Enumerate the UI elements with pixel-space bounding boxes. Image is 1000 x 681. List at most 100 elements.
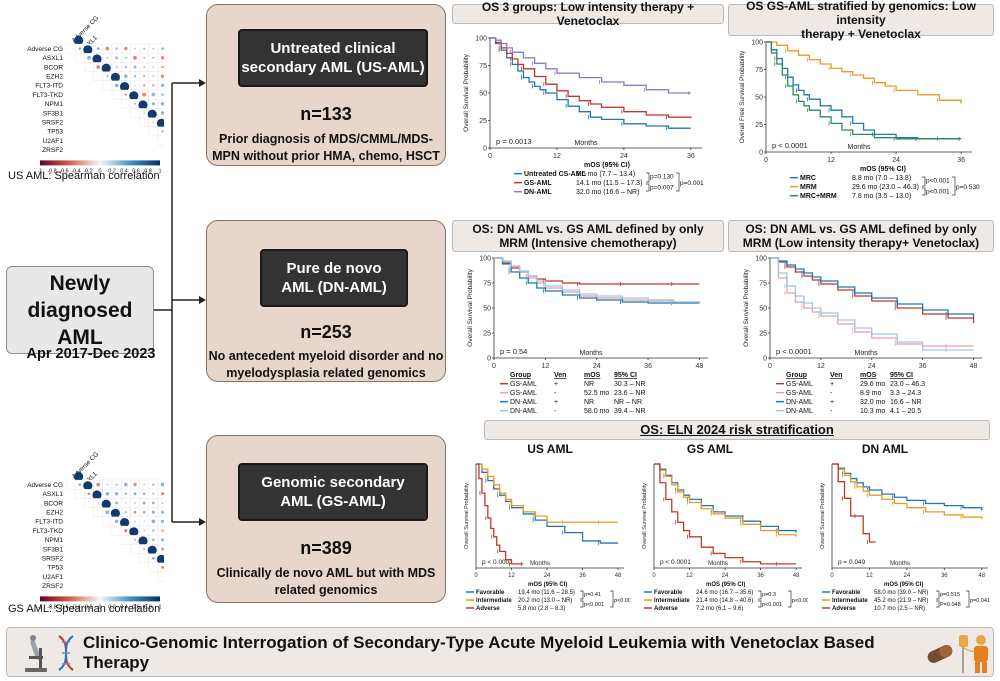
corr-row-label: SRSF2 <box>42 120 64 127</box>
corr-diagonal-dot <box>83 481 93 491</box>
corr-dot <box>96 65 101 69</box>
legend-ven: - <box>554 390 557 397</box>
y-tick-label: 25 <box>759 330 767 337</box>
y-tick-label: 0 <box>759 149 763 156</box>
corr-diagonal-dot <box>83 45 93 55</box>
corr-dot <box>134 520 136 523</box>
corr-dot <box>143 520 145 523</box>
group-name-gs-line2: AML (GS-AML) <box>280 493 386 510</box>
y-tick-label: 0 <box>487 355 491 362</box>
corr-dot <box>151 102 155 106</box>
group-n-gs-aml: n=389 <box>300 538 352 558</box>
p-value: p = 0.0013 <box>496 137 532 146</box>
legend-stat: 14.1 mo (11.5 – 17.3) <box>576 180 642 187</box>
x-tick-label: 36 <box>579 573 586 579</box>
legend-ven: + <box>554 399 558 406</box>
legend-stat: 32.0 mo (16.6 – NR) <box>576 189 639 196</box>
x-tick-label: 24 <box>892 157 900 164</box>
corr-dot <box>124 56 127 59</box>
bracket <box>936 590 940 600</box>
corr-row-label: EZH2 <box>46 74 63 81</box>
p-value: p < 0.0001 <box>776 347 812 356</box>
subtitle-gs-aml: GS AML <box>686 442 734 456</box>
pairwise-p: p=0.041 <box>970 598 990 604</box>
corr-scale-label: 0.8 <box>144 604 152 610</box>
corr-diagonal-dot <box>156 554 164 564</box>
corr-scale-label: 0.4 <box>120 168 128 174</box>
legend-mos: 8.9 mo <box>860 390 882 397</box>
table-header: mOS (95% CI) <box>860 166 906 173</box>
corr-diagonal-dot <box>74 472 84 482</box>
x-tick-label: 0 <box>764 157 768 164</box>
corr-dot <box>133 492 137 496</box>
y-axis-label: Overall Free Survival Probability <box>739 50 746 144</box>
y-axis-label: Overall Survival Probability <box>743 268 750 346</box>
corr-cell <box>157 135 164 146</box>
corr-dot <box>152 538 155 542</box>
legend-mos: 10.3 mo <box>860 408 885 415</box>
corr-dot <box>143 84 146 87</box>
x-tick-label: 0 <box>830 573 834 579</box>
x-tick-label: 12 <box>553 153 561 160</box>
group-desc-us-line1: Prior diagnosis of MDS/CMML/MDS- <box>219 132 433 146</box>
legend-name: MRC <box>800 175 816 182</box>
corr-dot <box>133 482 137 487</box>
corr-dot <box>142 492 146 496</box>
corr-dot <box>160 83 164 88</box>
corr-dot <box>161 547 164 551</box>
x-tick-label: 24 <box>904 573 911 579</box>
group-desc-gs-line1: Clinically de novo AML but with MDS <box>216 566 436 580</box>
corr-dot <box>161 502 164 504</box>
bracket <box>646 183 650 192</box>
corr-scale-label: 0 <box>99 168 102 174</box>
legend-stat: 7.8 mo (3.5 – 13.0) <box>852 193 911 200</box>
km-curve-gs-aml <box>490 37 692 119</box>
legend-ven: - <box>830 390 833 397</box>
x-axis-label: Months <box>580 350 603 357</box>
y-tick-label: 0 <box>483 145 487 152</box>
corr-dot <box>160 101 164 106</box>
pill-icon <box>927 645 953 663</box>
corr-dot <box>114 492 119 496</box>
patient-iv-icon <box>959 635 988 673</box>
km-curve-dn-aml <box>494 257 701 303</box>
corr-dot <box>161 130 164 133</box>
corr-row-label: EZH2 <box>46 510 63 517</box>
corr-dot <box>143 56 146 59</box>
bracket <box>758 590 762 600</box>
table-header: mOS (95% CI) <box>584 162 630 169</box>
p-value: p < 0.0001 <box>482 559 513 566</box>
group-desc-gs-aml: Clinically de novo AML but with MDS rela… <box>206 565 446 599</box>
subtitle-dn-aml: DN AML <box>861 442 909 456</box>
legend-group: GS-AML <box>786 390 813 397</box>
corr-dot <box>152 84 155 87</box>
subtitle-us-aml: US AML <box>527 442 573 456</box>
legend-name: Adverse <box>654 606 678 612</box>
corr-dot <box>115 47 118 50</box>
x-tick-label: 12 <box>827 157 835 164</box>
corr-dot <box>161 492 164 496</box>
km-curve-untreated-cs-aml <box>490 37 691 129</box>
legend-name: Untreated CS-AML <box>524 171 587 178</box>
gs-correlation-label: GS AML: Spearman correlation <box>8 603 161 615</box>
x-tick-label: 24 <box>868 363 876 370</box>
corr-dot <box>124 65 127 69</box>
corr-scale-label: 1 <box>159 168 162 174</box>
y-tick-label: 75 <box>755 67 763 74</box>
bottom-banner: Clinico-Genomic Interrogation of Seconda… <box>6 627 994 677</box>
corr-scale-label: 0.4 <box>120 604 128 610</box>
corr-dot <box>161 510 164 514</box>
corr-dot <box>87 55 91 60</box>
corr-row-label: U2AF1 <box>42 138 63 145</box>
corr-scale-label: 0.8 <box>144 168 152 174</box>
newly-diagnosed-box: Newly diagnosed AML <box>6 266 154 354</box>
panel-title-os-3-groups: OS 3 groups: Low intensity therapy + Ven… <box>452 0 724 28</box>
corr-dot <box>115 501 119 505</box>
legend-stat: 20.2 mo (13.0 – NR) <box>518 598 572 604</box>
corr-dot <box>133 65 137 69</box>
km-curve-intermediate <box>476 463 619 523</box>
corr-row-label: U2AF1 <box>42 574 63 581</box>
pairwise-p: p=0.3 <box>762 592 776 598</box>
corr-row-label: ZRSF2 <box>42 147 63 154</box>
corr-scale-label: 0.2 <box>108 168 116 174</box>
